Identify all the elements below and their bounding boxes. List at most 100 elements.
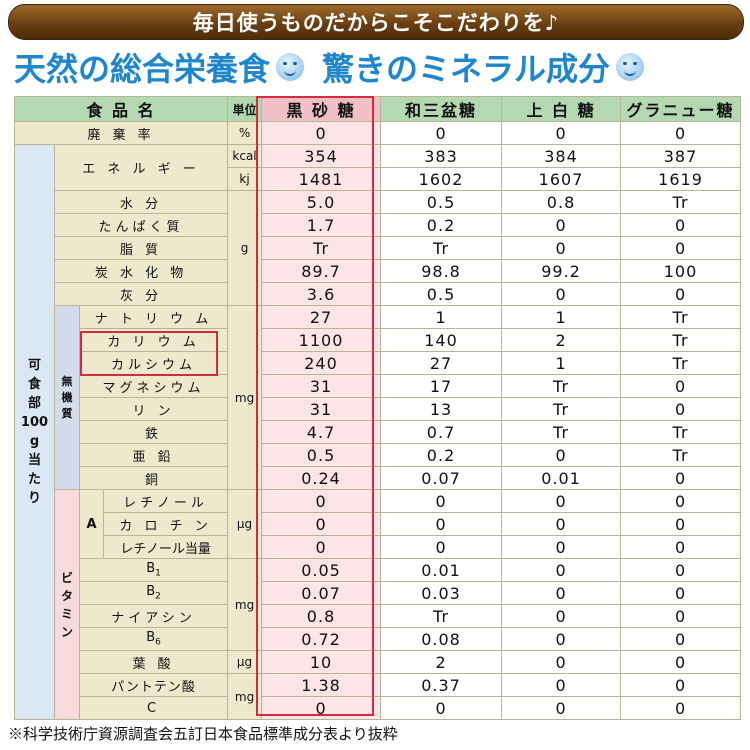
value-cell: 140 (380, 328, 503, 352)
value-cell: 0.03 (380, 581, 503, 605)
value-cell: 1.38 (261, 673, 382, 697)
table-row: レチノール当量 0 0 0 0 (15, 535, 742, 559)
value-cell: 0.37 (380, 673, 503, 697)
value-cell: 13 (380, 397, 503, 421)
table-row: 食 品 名単位黒 砂 糖和三盆糖上 白 糖グラニュー糖 (13, 96, 742, 122)
value-cell: 0.08 (380, 627, 503, 651)
table-row: B2 0.07 0.03 0 0 (15, 581, 742, 605)
value-cell: 100 (620, 259, 742, 283)
table-row: 脂 質 Tr Tr 0 0 (15, 236, 742, 260)
value-cell: 354 (261, 144, 382, 168)
row-label: 鉄 (78, 420, 229, 444)
table-row: 廃 棄 率% 0 0 0 0 (13, 121, 742, 145)
row-label: リ ン (78, 397, 229, 421)
value-cell: 0 (501, 604, 622, 628)
value-cell: 2 (501, 328, 622, 352)
value-cell: 0.01 (501, 466, 622, 490)
row-label: ナ ト リ ウ ム (78, 305, 229, 329)
value-cell: Tr (620, 328, 742, 352)
group-char: 無 (61, 374, 73, 388)
value-cell: 17 (380, 374, 503, 398)
vitamin-label: B1 (146, 561, 161, 579)
nutrition-table: 食 品 名単位黒 砂 糖和三盆糖上 白 糖グラニュー糖廃 棄 率% 0 0 0 0 可食部… (13, 96, 742, 720)
value-cell: Tr (501, 397, 622, 421)
value-cell: 0 (501, 213, 622, 237)
value-cell: 0 (620, 604, 742, 628)
table-row: 鉄 4.7 0.7 Tr Tr (15, 420, 742, 444)
value-cell: Tr (261, 236, 382, 260)
value-cell: 0 (501, 512, 622, 536)
table-row: B6 0.72 0.08 0 0 (15, 627, 742, 651)
value-cell: 0 (501, 236, 622, 260)
value-cell: 0.2 (380, 443, 503, 467)
value-cell: 0.5 (380, 282, 503, 306)
table-row: 亜 鉛 0.5 0.2 0 Tr (15, 443, 742, 467)
value-cell: 1619 (620, 167, 742, 191)
group-char: り (27, 491, 41, 506)
value-cell: Tr (620, 351, 742, 375)
value-cell: Tr (501, 420, 622, 444)
row-label: パントテン酸 (78, 673, 229, 697)
value-cell: 0 (380, 696, 503, 720)
unit-cell: μg (227, 650, 263, 674)
value-cell: 1602 (380, 167, 503, 191)
value-cell: 98.8 (380, 259, 503, 283)
value-cell: 0 (501, 581, 622, 605)
value-cell: 0 (380, 121, 503, 145)
header-wasanbon: 和三盆糖 (380, 96, 503, 122)
unit-cell: kcal (227, 144, 263, 168)
table-row: 葉 酸 μg 10 2 0 0 (15, 650, 742, 674)
value-cell: 3.6 (261, 282, 382, 306)
headline: 天然の総合栄養食 驚きのミネラル成分 (14, 44, 744, 90)
top-banner: 毎日使うものだからこそこだわりを♪ (8, 4, 744, 40)
value-cell: 0 (261, 535, 382, 559)
value-cell: 0.07 (380, 466, 503, 490)
value-cell: 10 (261, 650, 382, 674)
value-cell: 0 (620, 673, 742, 697)
value-cell: 0 (620, 213, 742, 237)
value-cell: 0 (620, 558, 742, 582)
value-cell: 1100 (261, 328, 382, 352)
value-cell: 0 (380, 535, 503, 559)
value-cell: 0 (501, 443, 622, 467)
table-row: マグネシウム 31 17 Tr 0 (15, 374, 742, 398)
group-char: た (27, 472, 41, 487)
row-label: 銅 (78, 466, 229, 490)
group-char: ミ (60, 606, 73, 621)
value-cell: 0 (261, 696, 382, 720)
value-cell: 0 (620, 374, 742, 398)
row-label: カ ロ チ ン (102, 512, 229, 536)
value-cell: 1 (501, 305, 622, 329)
value-cell: 1 (501, 351, 622, 375)
value-cell: Tr (620, 190, 742, 214)
value-cell: 0.5 (261, 443, 382, 467)
group-char: 可 (27, 358, 41, 373)
group-edible-portion: 可食部 100 g 当たり (14, 144, 55, 720)
table-row: 炭 水 化 物 89.7 98.8 99.2 100 (15, 259, 742, 283)
vitamin-label: B2 (146, 584, 161, 602)
value-cell: 0 (620, 466, 742, 490)
value-cell: 0 (620, 581, 742, 605)
value-cell: 0 (501, 121, 622, 145)
group-char: ン (60, 624, 73, 639)
value-cell: 0.24 (261, 466, 382, 490)
table-row: 無機質ナ ト リ ウ ム mg 27 1 1 Tr (15, 305, 742, 490)
value-cell: 0 (620, 282, 742, 306)
value-cell: 240 (261, 351, 382, 375)
value-cell: 99.2 (501, 259, 622, 283)
footnote: ※科学技術庁資源調査会五訂日本食品標準成分表より抜粋 (8, 725, 398, 743)
value-cell: Tr (380, 604, 503, 628)
row-label: C (78, 696, 229, 720)
value-cell: 27 (261, 305, 382, 329)
value-cell: 0 (261, 121, 382, 145)
value-cell: 31 (261, 374, 382, 398)
row-label: 炭 水 化 物 (53, 259, 229, 283)
group-char: 部 (27, 396, 41, 411)
value-cell: 0 (261, 489, 382, 513)
value-cell: 1.7 (261, 213, 382, 237)
table-row: カ リ ウ ム 1100 140 2 Tr (15, 328, 742, 352)
value-cell: 0.01 (380, 558, 503, 582)
value-cell: 0.2 (380, 213, 503, 237)
group-char: 機 (61, 390, 73, 404)
